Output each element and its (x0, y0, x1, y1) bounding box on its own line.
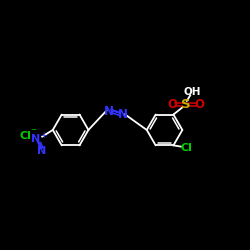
Text: $^-$: $^-$ (28, 127, 38, 137)
Text: N: N (118, 108, 128, 121)
Text: O: O (167, 98, 177, 111)
Text: N: N (37, 146, 46, 156)
Text: N: N (104, 105, 114, 118)
Text: N$^+$: N$^+$ (30, 131, 48, 146)
Text: S: S (181, 98, 191, 111)
Text: OH: OH (184, 87, 202, 97)
Text: Cl: Cl (20, 131, 32, 141)
Text: O: O (194, 98, 204, 111)
Text: Cl: Cl (180, 143, 192, 153)
